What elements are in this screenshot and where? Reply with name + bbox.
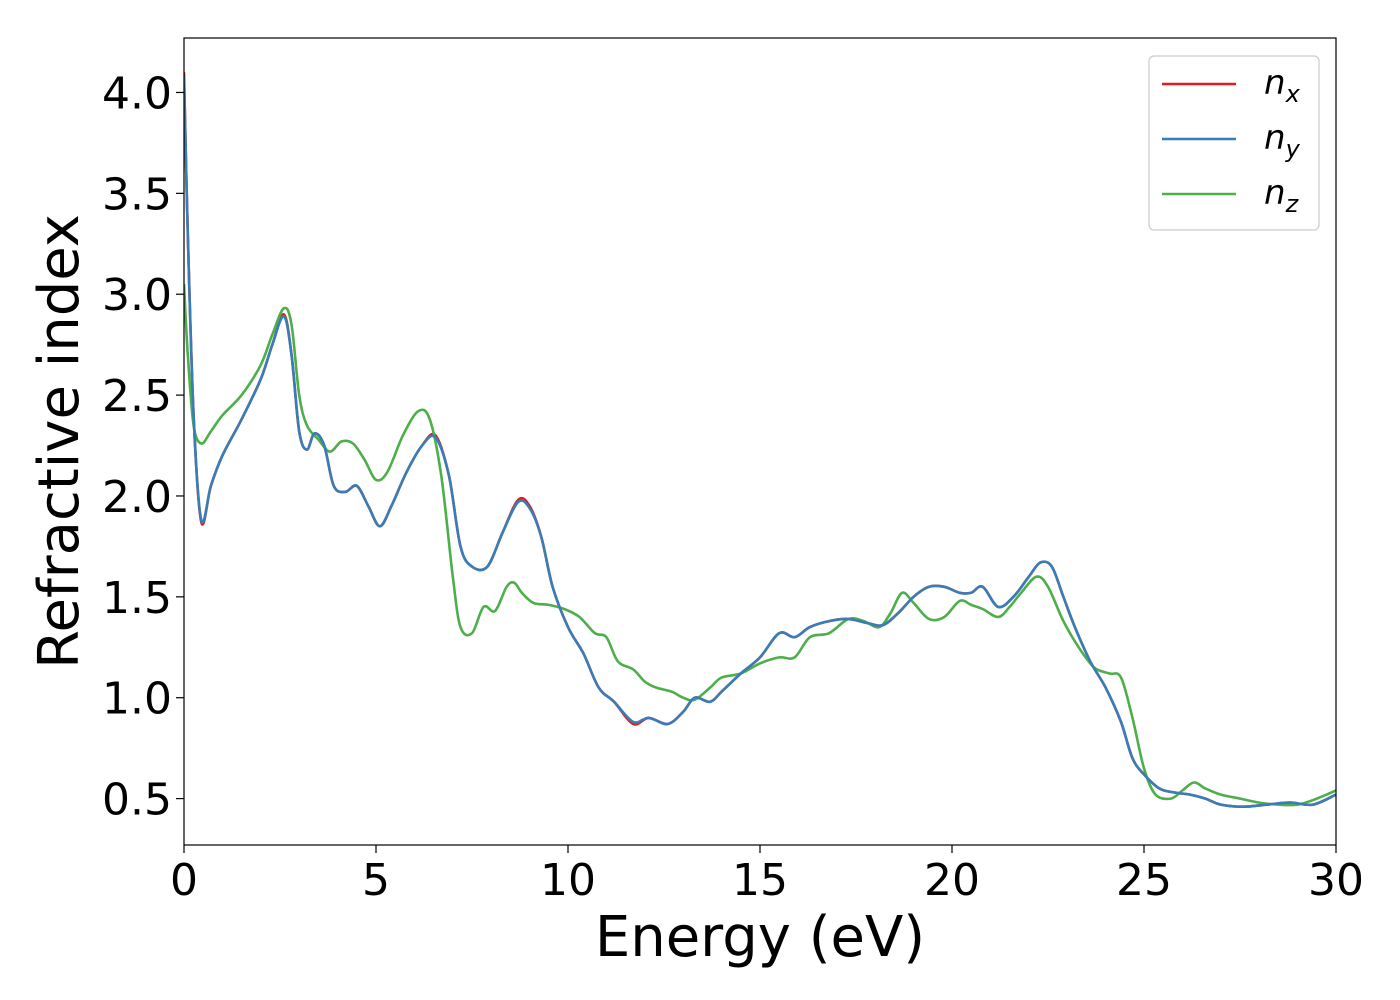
y-axis-title: Refractive index <box>27 214 92 669</box>
y-tick-label: 1.0 <box>102 674 172 725</box>
x-tick-label: 15 <box>732 855 788 906</box>
y-tick-label: 1.5 <box>102 573 172 624</box>
legend-box <box>1148 55 1320 231</box>
series-line-z <box>184 284 1336 807</box>
y-tick-label: 0.5 <box>102 775 172 826</box>
y-tick-label: 4.0 <box>102 68 172 119</box>
y-tick-label: 3.5 <box>102 169 172 220</box>
x-tick-label: 5 <box>362 855 390 906</box>
legend-item-x: nx <box>1162 63 1301 108</box>
x-tick-label: 0 <box>170 855 198 906</box>
x-axis-ticks: 0 5 10 15 20 25 30 <box>170 845 1364 906</box>
y-tick-label: 2.0 <box>102 472 172 523</box>
legend-label-base: n <box>1264 63 1286 103</box>
x-axis-title: Energy (eV) <box>595 905 925 970</box>
y-axis-ticks: 0.5 1.0 1.5 2.0 2.5 3.0 3.5 4.0 <box>102 68 184 826</box>
legend-label-base: n <box>1264 173 1286 213</box>
legend-label: ny <box>1264 118 1301 163</box>
legend-label-subscript: x <box>1285 80 1301 108</box>
x-tick-label: 20 <box>924 855 980 906</box>
legend-label-base: n <box>1264 118 1286 158</box>
x-tick-label: 10 <box>540 855 596 906</box>
y-tick-label: 3.0 <box>102 270 172 321</box>
x-tick-label: 25 <box>1116 855 1172 906</box>
legend-label: nx <box>1264 63 1301 108</box>
legend-label-subscript: y <box>1285 135 1301 163</box>
legend-label-subscript: z <box>1285 190 1300 218</box>
legend-item-y: ny <box>1162 118 1301 163</box>
legend-label: nz <box>1264 173 1300 218</box>
legend-item-z: nz <box>1162 173 1300 218</box>
x-tick-label: 30 <box>1308 855 1364 906</box>
y-tick-label: 2.5 <box>102 371 172 422</box>
series-layer <box>184 72 1336 808</box>
series-line-y <box>184 76 1336 808</box>
